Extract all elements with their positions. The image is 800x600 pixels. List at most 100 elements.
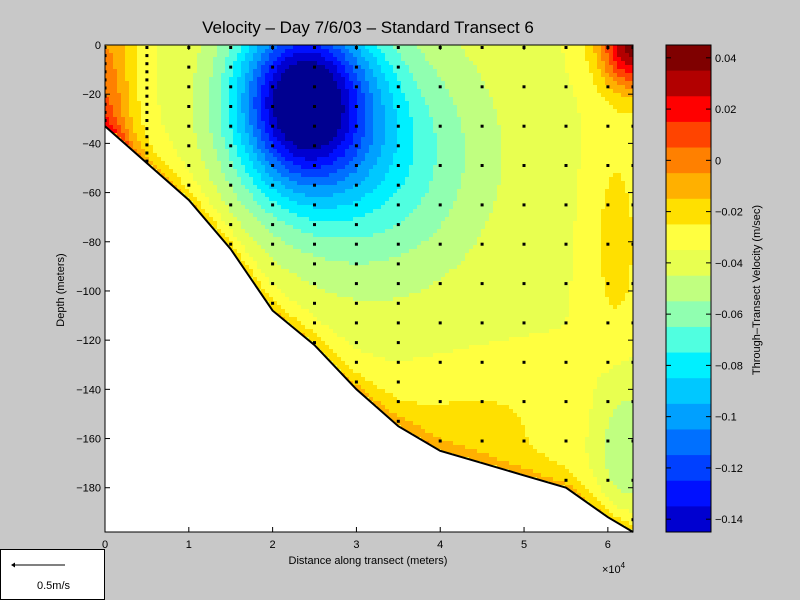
contour-cell bbox=[269, 201, 274, 214]
colorbar: 0.04 0.02 0 −0.02 −0.04 −0.06 −0.08 −0.1 −0.12 −0… bbox=[665, 44, 763, 533]
contour-cell bbox=[313, 257, 318, 286]
contour-cell bbox=[373, 77, 378, 166]
contour-cell bbox=[181, 45, 186, 162]
contour-cell bbox=[577, 169, 582, 482]
contour-cell bbox=[545, 457, 550, 478]
contour-cell bbox=[441, 277, 446, 354]
contour-cell bbox=[381, 105, 386, 146]
sample-point bbox=[105, 110, 107, 114]
contour-cell bbox=[257, 77, 262, 130]
sample-point bbox=[187, 164, 191, 167]
contour-cell bbox=[529, 469, 534, 478]
contour-cell bbox=[257, 281, 262, 290]
contour-cell bbox=[489, 97, 494, 214]
contour-cell bbox=[509, 45, 514, 338]
contour-cell bbox=[341, 157, 346, 170]
contour-cell bbox=[573, 489, 578, 494]
sample-point bbox=[313, 183, 316, 187]
contour-cell bbox=[225, 45, 230, 58]
contour-cell bbox=[425, 105, 430, 194]
contour-cell bbox=[357, 385, 362, 394]
contour-cell bbox=[209, 205, 214, 218]
contour-cell bbox=[629, 357, 633, 402]
contour-cell bbox=[337, 221, 342, 238]
contour-cell bbox=[617, 113, 622, 174]
contour-cell bbox=[469, 401, 474, 450]
sample-point bbox=[396, 144, 400, 148]
contour-cell bbox=[389, 65, 394, 94]
contour-cell bbox=[393, 257, 398, 298]
colorbar-swatch bbox=[666, 301, 711, 328]
contour-cell bbox=[425, 193, 430, 242]
contour-cell bbox=[549, 45, 554, 330]
contour-cell bbox=[377, 157, 382, 186]
contour-cell bbox=[369, 353, 374, 382]
contour-cell bbox=[337, 73, 342, 90]
contour-cell bbox=[517, 417, 522, 466]
contour-cell bbox=[241, 245, 246, 262]
contour-cell bbox=[249, 269, 254, 278]
contour-cell bbox=[353, 201, 358, 218]
contour-cell bbox=[277, 161, 282, 174]
contour-cell bbox=[389, 45, 394, 66]
contour-cell bbox=[177, 45, 182, 158]
contour-cell bbox=[273, 137, 278, 150]
contour-cell bbox=[445, 217, 450, 274]
contour-cell bbox=[229, 213, 234, 230]
contour-cell bbox=[337, 193, 342, 206]
contour-cell bbox=[533, 333, 538, 450]
contour-cell bbox=[309, 313, 314, 330]
contour-cell bbox=[269, 257, 274, 286]
contour-cell bbox=[425, 61, 430, 106]
contour-cell bbox=[361, 137, 366, 162]
contour-cell bbox=[497, 341, 502, 406]
contour-cell bbox=[317, 337, 322, 350]
contour-cell bbox=[325, 221, 330, 238]
contour-cell bbox=[377, 401, 382, 410]
contour-cell bbox=[409, 293, 414, 362]
contour-cell bbox=[289, 225, 294, 246]
contour-cell bbox=[141, 45, 146, 126]
sample-point bbox=[313, 65, 316, 69]
contour-cell bbox=[497, 405, 502, 462]
contour-cell bbox=[425, 357, 430, 406]
contour-cell bbox=[237, 241, 242, 254]
contour-cell bbox=[285, 269, 290, 298]
contour-cell bbox=[313, 237, 318, 258]
contour-cell bbox=[297, 193, 302, 206]
contour-cell bbox=[381, 389, 386, 406]
x-axis-label: Distance along transect (meters) bbox=[289, 555, 448, 567]
contour-cell bbox=[397, 189, 402, 226]
contour-cell bbox=[293, 45, 298, 54]
colorbar-swatch bbox=[666, 147, 711, 174]
sample-point bbox=[438, 321, 442, 325]
contour-cell bbox=[209, 77, 214, 134]
contour-cell bbox=[217, 45, 222, 162]
contour-cell bbox=[601, 97, 606, 210]
contour-cell bbox=[529, 333, 534, 446]
contour-cell bbox=[105, 45, 110, 50]
contour-cell bbox=[461, 445, 466, 458]
contour-cell bbox=[485, 45, 490, 90]
sample-point bbox=[105, 70, 107, 74]
sample-point bbox=[396, 65, 400, 69]
contour-cell bbox=[401, 297, 406, 362]
contour-cell bbox=[233, 237, 238, 250]
contour-cell bbox=[553, 481, 558, 486]
contour-cell bbox=[561, 325, 566, 466]
contour-cell bbox=[285, 149, 290, 162]
contour-cell bbox=[125, 45, 130, 82]
sample-point bbox=[313, 203, 316, 207]
contour-cell bbox=[133, 45, 138, 134]
contour-cell bbox=[337, 297, 342, 338]
contour-cell bbox=[621, 97, 626, 114]
contour-cell bbox=[373, 209, 378, 234]
contour-cell bbox=[237, 45, 242, 54]
contour-cell bbox=[297, 217, 302, 230]
x-tick-label: 4 bbox=[437, 539, 443, 551]
contour-cell bbox=[381, 261, 386, 302]
contour-cell bbox=[377, 209, 382, 234]
contour-cell bbox=[365, 61, 370, 82]
contour-cell bbox=[197, 45, 202, 54]
contour-cell bbox=[461, 349, 466, 402]
